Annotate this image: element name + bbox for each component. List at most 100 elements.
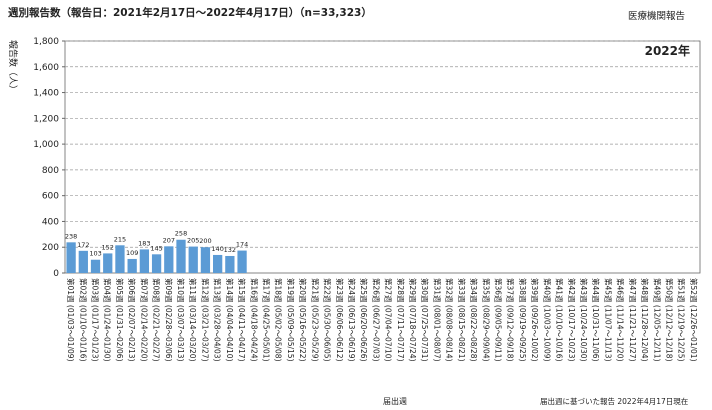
x-tick-label: 第30週 (07/25～07/31) (420, 278, 430, 362)
x-tick-label: 第17週 (04/25～05/01) (261, 278, 271, 362)
x-tick-label: 第37週 (09/12～09/18) (506, 278, 516, 362)
x-tick-label: 第34週 (08/22～08/28) (469, 278, 479, 362)
y-tick-label: 1,400 (33, 89, 59, 99)
bar (115, 245, 125, 273)
x-tick-label: 第36週 (09/05～09/11) (494, 278, 504, 362)
footnote: 届出週に基づいた報告 2022年4月17日現在 (540, 396, 689, 406)
x-tick-label: 第45週 (11/07～11/13) (603, 278, 613, 362)
x-tick-label: 第01週 (01/03～01/09) (66, 278, 76, 362)
y-tick-label: 1,800 (33, 37, 59, 47)
x-tick-label: 第24週 (06/13～06/19) (347, 278, 357, 362)
x-tick-label: 第44週 (10/31～11/06) (591, 278, 601, 362)
bar (78, 250, 88, 273)
x-tick-label: 第43週 (10/24～10/30) (579, 278, 589, 362)
data-label: 174 (236, 241, 248, 249)
bar (164, 246, 174, 273)
x-tick-label: 第41週 (10/10～10/16) (555, 278, 565, 362)
x-tick-label: 第06週 (02/07～02/13) (127, 278, 137, 362)
bar (225, 255, 235, 273)
bar (90, 259, 101, 273)
y-axis-label: 報告数（人） (7, 40, 19, 94)
x-tick-label: 第19週 (05/09～05/15) (286, 278, 296, 362)
data-label: 200 (199, 237, 211, 245)
data-label: 172 (77, 241, 89, 249)
y-tick-label: 1,200 (33, 114, 59, 124)
x-tick-label: 第10週 (03/07～03/13) (176, 278, 186, 362)
data-label: 183 (138, 239, 150, 247)
x-tick-label: 第40週 (10/03～10/09) (542, 278, 552, 362)
x-tick-label: 第09週 (02/28～03/06) (164, 278, 174, 362)
bar (176, 239, 186, 273)
data-label: 215 (114, 235, 126, 243)
bar (200, 247, 211, 273)
x-tick-label: 第32週 (08/08～08/14) (445, 278, 455, 362)
x-tick-label: 第15週 (04/11～04/17) (237, 278, 247, 362)
y-tick-label: 1,000 (33, 140, 59, 150)
x-tick-label: 第03週 (01/17～01/23) (91, 278, 101, 362)
x-tick-label: 第05週 (01/31～02/06) (115, 278, 125, 362)
x-tick-label: 第16週 (04/18～04/24) (249, 278, 259, 362)
bar (139, 249, 150, 273)
x-tick-label: 第48週 (11/28～12/04) (640, 278, 650, 362)
x-tick-label: 第51週 (12/19～12/25) (677, 278, 687, 362)
y-tick-label: 600 (42, 192, 59, 202)
data-label: 205 (187, 237, 199, 245)
x-tick-label: 第13週 (03/28～04/03) (213, 278, 223, 362)
data-label: 140 (211, 245, 223, 253)
x-axis-label: 届出週 (383, 396, 407, 406)
x-tick-label: 第07週 (02/14～02/20) (139, 278, 149, 362)
y-tick-label: 800 (42, 166, 59, 176)
data-label: 207 (163, 236, 175, 244)
x-tick-label: 第46週 (11/14～11/20) (616, 278, 626, 362)
x-tick-label: 第29週 (07/18～07/24) (408, 278, 418, 362)
source: 医療機関報告 (628, 10, 685, 22)
x-tick-label: 第08週 (02/21～02/27) (152, 278, 162, 362)
x-tick-label: 第42週 (10/17～10/23) (567, 278, 577, 362)
x-tick-label: 第23週 (06/06～06/12) (335, 278, 345, 362)
x-tick-label: 第47週 (11/21～11/27) (628, 278, 638, 362)
data-label: 258 (175, 230, 187, 238)
x-tick-label: 第14週 (04/04～04/10) (225, 278, 235, 362)
x-tick-label: 第11週 (03/14～03/20) (188, 278, 198, 362)
x-tick-label: 第39週 (09/26～10/02) (530, 278, 540, 362)
data-label: 103 (89, 250, 101, 258)
data-label: 109 (126, 249, 138, 257)
data-label: 145 (150, 244, 162, 252)
y-tick-label: 200 (42, 243, 59, 253)
x-tick-label: 第18週 (05/02～05/08) (274, 278, 284, 362)
bar (213, 254, 223, 273)
bar (151, 254, 162, 273)
data-label: 132 (224, 246, 236, 254)
x-tick-label: 第21週 (05/23～05/29) (310, 278, 320, 362)
x-tick-label: 第35週 (08/29～09/04) (481, 278, 491, 362)
data-label: 238 (65, 232, 77, 240)
x-tick-label: 第12週 (03/21～03/27) (200, 278, 210, 362)
y-tick-label: 400 (42, 217, 59, 227)
bar (237, 250, 247, 273)
plot-area (64, 40, 701, 274)
chart-title: 週別報告数（報告日：2021年2月17日～2022年4月17日）（n=33,32… (8, 6, 372, 19)
x-tick-label: 第52週 (12/26～01/01) (689, 278, 699, 362)
x-tick-label: 第38週 (09/19～09/25) (518, 278, 528, 362)
annotation: 2022年 (645, 43, 690, 58)
x-tick-label: 第02週 (01/10～01/16) (78, 278, 88, 362)
x-tick-label: 第04週 (01/24～01/30) (103, 278, 113, 362)
x-tick-label: 第50週 (12/12～12/18) (664, 278, 674, 362)
x-tick-label: 第27週 (07/04～07/10) (384, 278, 394, 362)
x-tick-label: 第26週 (06/27～07/03) (371, 278, 381, 362)
data-label: 152 (102, 243, 114, 251)
bar (127, 258, 137, 273)
x-tick-label: 第22週 (05/30～06/05) (323, 278, 333, 362)
y-tick-label: 0 (53, 269, 59, 279)
bar (66, 242, 76, 273)
x-tick-label: 第20週 (05/16～05/22) (298, 278, 308, 362)
bar (103, 253, 113, 273)
x-tick-label: 第33週 (08/15～08/21) (457, 278, 467, 362)
bar (188, 246, 198, 273)
x-tick-label: 第31週 (08/01～08/07) (432, 278, 442, 362)
x-tick-label: 第28週 (07/11～07/17) (396, 278, 406, 362)
y-tick-label: 1,600 (33, 63, 59, 73)
x-tick-label: 第25週 (06/20～06/26) (359, 278, 369, 362)
